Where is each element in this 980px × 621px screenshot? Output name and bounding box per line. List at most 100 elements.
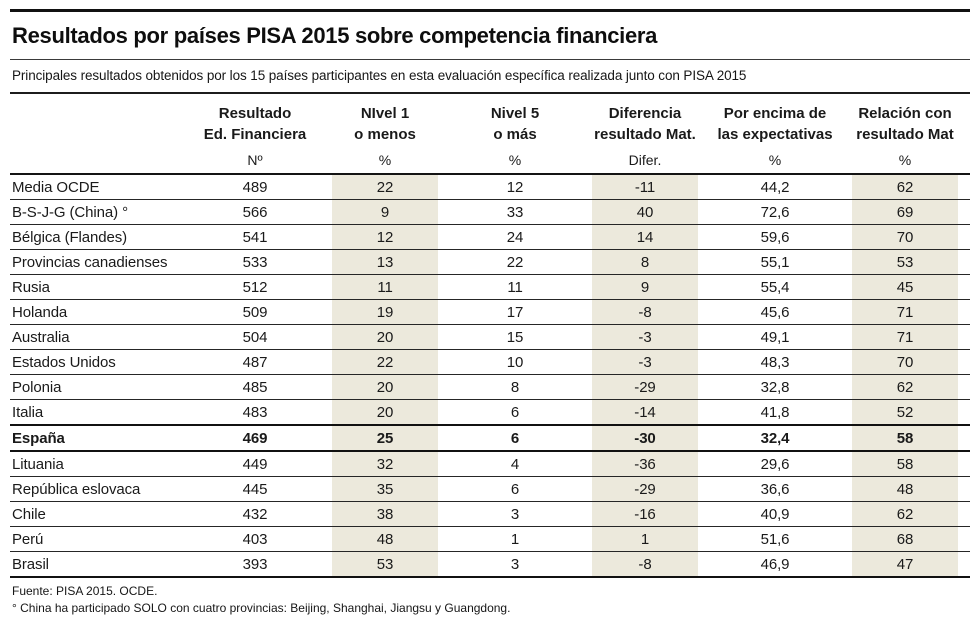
relacion-cell: 58 xyxy=(840,451,970,477)
nivel5-cell: 1 xyxy=(450,526,580,552)
relacion-cell: 62 xyxy=(840,501,970,527)
relacion-cell: 70 xyxy=(840,224,970,250)
country-cell: Estados Unidos xyxy=(10,349,190,375)
nivel1-cell: 53 xyxy=(320,551,450,578)
nivel1-cell: 32 xyxy=(320,451,450,477)
resultado-cell: 566 xyxy=(190,199,320,225)
title-divider xyxy=(10,59,970,60)
nivel1-cell: 38 xyxy=(320,501,450,527)
resultado-cell: 445 xyxy=(190,476,320,502)
table-row: Italia 483 20 6 -14 41,8 52 xyxy=(10,399,970,426)
nivel5-cell: 6 xyxy=(450,424,580,452)
encima-cell: 59,6 xyxy=(710,224,840,250)
header-line1: Relación con xyxy=(858,105,952,122)
header-line2: o menos xyxy=(354,126,416,143)
header-resultado: Resultado Ed. Financiera Nº xyxy=(190,94,320,175)
page-subtitle: Principales resultados obtenidos por los… xyxy=(12,68,747,83)
relacion-cell: 52 xyxy=(840,399,970,426)
diferencia-cell: 9 xyxy=(580,274,710,300)
nivel1-cell: 12 xyxy=(320,224,450,250)
encima-cell: 32,8 xyxy=(710,374,840,400)
table-row: Lituania 449 32 4 -36 29,6 58 xyxy=(10,451,970,477)
relacion-cell: 71 xyxy=(840,324,970,350)
nivel1-cell: 22 xyxy=(320,349,450,375)
nivel1-cell: 20 xyxy=(320,324,450,350)
encima-cell: 49,1 xyxy=(710,324,840,350)
resultado-cell: 533 xyxy=(190,249,320,275)
table-row: Provincias canadienses 533 13 22 8 55,1 53 xyxy=(10,249,970,275)
header-line1: Nivel 5 xyxy=(490,105,540,122)
infographic-container: Resultados por países PISA 2015 sobre co… xyxy=(10,0,970,615)
relacion-cell: 62 xyxy=(840,374,970,400)
header-line2: o más xyxy=(493,126,537,143)
nivel1-cell: 13 xyxy=(320,249,450,275)
nivel1-cell: 20 xyxy=(320,399,450,426)
table-row: Australia 504 20 15 -3 49,1 71 xyxy=(10,324,970,350)
diferencia-cell: 8 xyxy=(580,249,710,275)
header-unit: Nº xyxy=(247,152,263,168)
nivel5-cell: 10 xyxy=(450,349,580,375)
resultado-cell: 403 xyxy=(190,526,320,552)
resultado-cell: 541 xyxy=(190,224,320,250)
header-line1: Diferencia xyxy=(608,105,682,122)
nivel1-cell: 22 xyxy=(320,174,450,200)
footnote-text: ° China ha participado SOLO con cuatro p… xyxy=(12,601,511,615)
table-row: República eslovaca 445 35 6 -29 36,6 48 xyxy=(10,476,970,502)
diferencia-cell: -29 xyxy=(580,374,710,400)
header-line1: Por encima de xyxy=(723,105,827,122)
relacion-cell: 53 xyxy=(840,249,970,275)
country-cell: República eslovaca xyxy=(10,476,190,502)
nivel1-cell: 11 xyxy=(320,274,450,300)
encima-cell: 72,6 xyxy=(710,199,840,225)
relacion-cell: 71 xyxy=(840,299,970,325)
table-row: Holanda 509 19 17 -8 45,6 71 xyxy=(10,299,970,325)
relacion-cell: 47 xyxy=(840,551,970,578)
resultado-cell: 509 xyxy=(190,299,320,325)
nivel5-cell: 3 xyxy=(450,551,580,578)
page-title: Resultados por países PISA 2015 sobre co… xyxy=(12,23,658,48)
header-unit: Difer. xyxy=(628,152,662,168)
header-unit: % xyxy=(898,152,912,168)
encima-cell: 48,3 xyxy=(710,349,840,375)
header-line1: Resultado xyxy=(218,105,292,122)
table-body: Media OCDE 489 22 12 -11 44,2 62 B-S-J-G (China… xyxy=(10,174,970,578)
resultado-cell: 489 xyxy=(190,174,320,200)
header-line1: NIvel 1 xyxy=(360,105,410,122)
nivel5-cell: 24 xyxy=(450,224,580,250)
diferencia-cell: -14 xyxy=(580,399,710,426)
relacion-cell: 45 xyxy=(840,274,970,300)
encima-cell: 44,2 xyxy=(710,174,840,200)
nivel5-cell: 8 xyxy=(450,374,580,400)
diferencia-cell: 14 xyxy=(580,224,710,250)
country-cell: Provincias canadienses xyxy=(10,249,190,275)
resultado-cell: 449 xyxy=(190,451,320,477)
relacion-cell: 70 xyxy=(840,349,970,375)
nivel1-cell: 25 xyxy=(320,424,450,452)
table-row: España 469 25 6 -30 32,4 58 xyxy=(10,424,970,452)
header-diferencia: Diferencia resultado Mat. Difer. xyxy=(580,94,710,175)
header-country xyxy=(10,94,190,175)
diferencia-cell: -16 xyxy=(580,501,710,527)
resultado-cell: 432 xyxy=(190,501,320,527)
country-cell: España xyxy=(10,424,190,452)
header-nivel5: Nivel 5 o más % xyxy=(450,94,580,175)
country-cell: Italia xyxy=(10,399,190,426)
header-relacion: Relación con resultado Mat % xyxy=(840,94,970,175)
diferencia-cell: -29 xyxy=(580,476,710,502)
relacion-cell: 48 xyxy=(840,476,970,502)
nivel1-cell: 20 xyxy=(320,374,450,400)
nivel5-cell: 22 xyxy=(450,249,580,275)
encima-cell: 51,6 xyxy=(710,526,840,552)
table-row: B-S-J-G (China) ° 566 9 33 40 72,6 69 xyxy=(10,199,970,225)
subtitle-divider xyxy=(10,92,970,94)
country-cell: Brasil xyxy=(10,551,190,578)
nivel1-cell: 19 xyxy=(320,299,450,325)
header-line2: las expectativas xyxy=(717,126,833,143)
header-unit: % xyxy=(508,152,522,168)
country-cell: Lituania xyxy=(10,451,190,477)
country-cell: Chile xyxy=(10,501,190,527)
nivel1-cell: 48 xyxy=(320,526,450,552)
resultado-cell: 485 xyxy=(190,374,320,400)
encima-cell: 55,1 xyxy=(710,249,840,275)
country-cell: Holanda xyxy=(10,299,190,325)
